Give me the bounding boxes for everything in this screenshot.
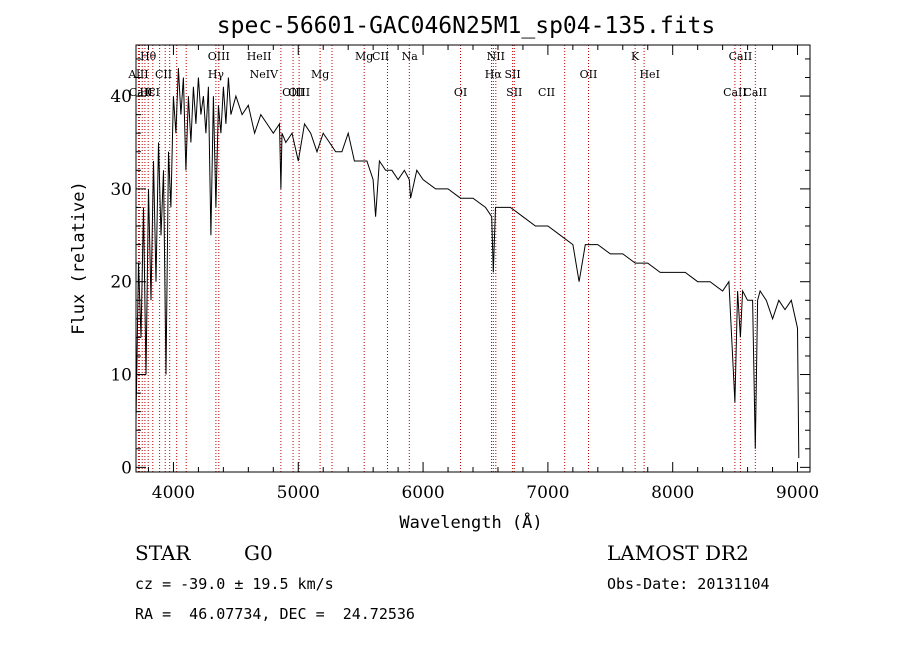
y-tick-label-2: 20 xyxy=(110,273,132,293)
x-tick-label-3: 7000 xyxy=(526,483,569,503)
obs-date-readout: Obs-Date: 20131104 xyxy=(607,575,770,593)
line-label-10: Mg xyxy=(311,68,329,81)
redshift-readout: cz = -39.0 ± 19.5 km/s xyxy=(135,575,334,593)
line-label-25: CaII xyxy=(729,50,753,63)
chart-title: spec-56601-GAC046N25M1_sp04-135.fits xyxy=(217,13,716,39)
line-label-7: CI xyxy=(147,86,160,99)
line-label-3: OIII xyxy=(208,50,230,63)
spectral-subclass: G0 xyxy=(244,541,273,565)
line-label-8: HeII xyxy=(247,50,272,63)
coordinates-readout: RA = 46.07734, DEC = 24.72536 xyxy=(135,605,415,623)
line-label-20: SII xyxy=(506,86,522,99)
line-label-12: OIII xyxy=(288,86,310,99)
y-tick-label-3: 30 xyxy=(110,180,132,200)
line-label-15: Na xyxy=(402,50,419,63)
line-label-27: CaII xyxy=(743,86,767,99)
line-label-21: CII xyxy=(538,86,555,99)
line-label-16: NII xyxy=(487,50,505,63)
line-label-18: SII xyxy=(504,68,520,81)
x-axis-label: Wavelength (Å) xyxy=(399,511,542,533)
line-label-24: HeI xyxy=(639,68,659,81)
x-tick-label-0: 4000 xyxy=(152,483,195,503)
y-axis-label: Flux (relative) xyxy=(69,181,89,335)
x-tick-label-5: 9000 xyxy=(776,483,819,503)
line-label-11: OIII xyxy=(282,86,304,99)
spectrum-line xyxy=(135,68,800,459)
line-label-13: Mg xyxy=(355,50,373,63)
line-label-23: K xyxy=(631,50,640,63)
survey-name: LAMOST DR2 xyxy=(607,541,749,565)
line-label-5: CaII xyxy=(129,86,153,99)
y-axis-ticks: 0 10 20 30 40 xyxy=(110,58,810,478)
line-label-1: AlII xyxy=(127,68,148,81)
line-label-9: NeIV xyxy=(250,68,279,81)
x-tick-label-2: 6000 xyxy=(401,483,444,503)
line-label-17: Hα xyxy=(485,68,503,81)
object-class: STAR xyxy=(135,541,191,565)
line-label-19: OI xyxy=(454,86,467,99)
x-tick-label-1: 5000 xyxy=(277,483,320,503)
line-label-26: CaII xyxy=(723,86,747,99)
x-axis-ticks: 4000 5000 6000 7000 8000 9000 xyxy=(147,45,819,503)
x-tick-label-4: 8000 xyxy=(651,483,694,503)
line-label-4: Hγ xyxy=(208,68,225,81)
y-tick-label-1: 10 xyxy=(110,366,132,386)
y-tick-label-4: 40 xyxy=(110,87,132,107)
line-label-14: CII xyxy=(372,50,389,63)
plot-frame xyxy=(135,44,811,473)
line-label-22: OII xyxy=(580,68,598,81)
line-label-2: CII xyxy=(155,68,172,81)
spectral-line-markers xyxy=(137,45,756,472)
line-label-0: Hθ xyxy=(140,50,157,63)
y-tick-label-0: 0 xyxy=(121,458,132,478)
